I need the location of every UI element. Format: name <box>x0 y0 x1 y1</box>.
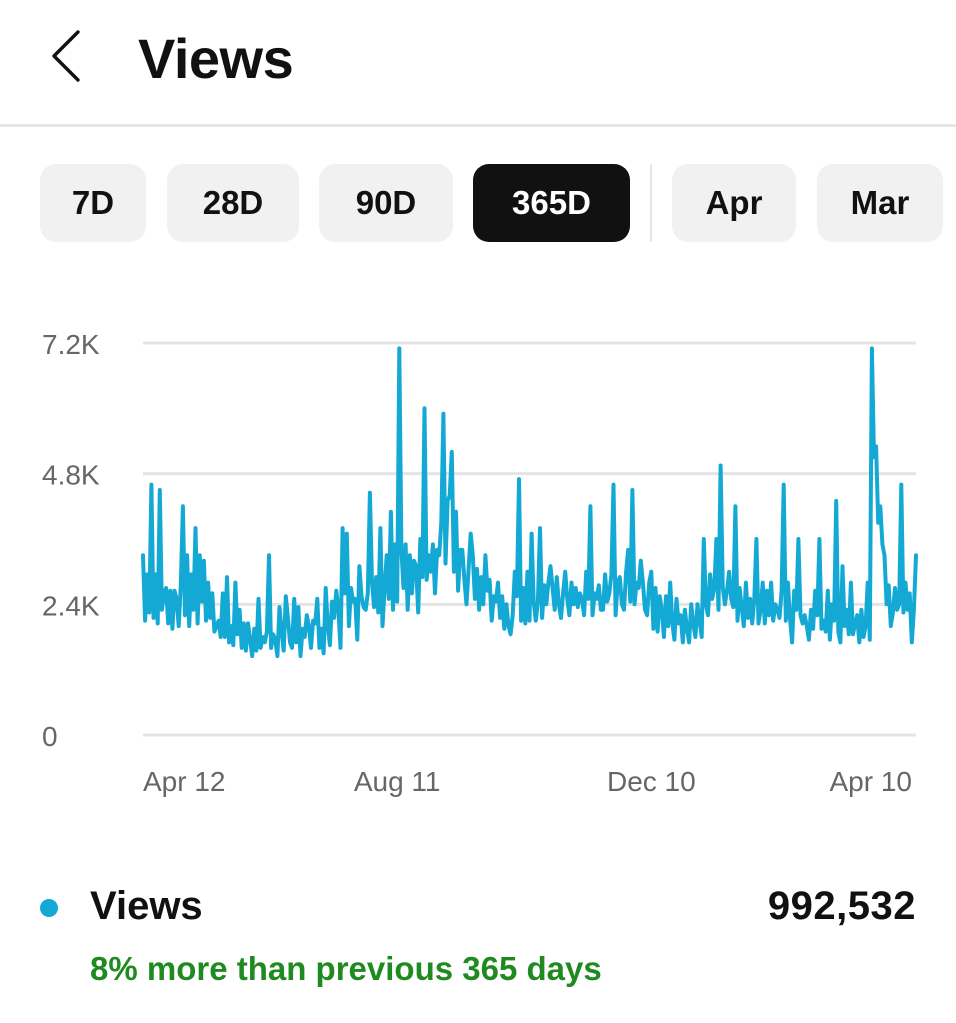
legend-dot <box>40 899 58 917</box>
x-tick-label: Aug 11 <box>354 766 441 797</box>
filter-28d[interactable]: 28D <box>167 164 299 242</box>
filter-divider <box>650 164 652 242</box>
x-tick-label: Apr 12 <box>143 766 226 797</box>
views-line-chart: 0 2.4K 4.8K 7.2K Apr 12 Aug 11 Dec 10 Apr 10 <box>42 329 918 797</box>
legend-label: Views <box>90 884 203 928</box>
date-range-filters: 7D 28D 90D 365D Apr Mar <box>0 164 956 244</box>
chevron-left-icon <box>52 30 80 82</box>
y-tick-label: 0 <box>42 721 58 752</box>
filter-mar[interactable]: Mar <box>817 164 943 242</box>
y-tick-label: 7.2K <box>42 329 100 360</box>
views-chart: 0 2.4K 4.8K 7.2K Apr 12 Aug 11 Dec 10 Apr 10 <box>0 300 956 820</box>
series-line-views <box>141 346 918 659</box>
filter-365d[interactable]: 365D <box>473 164 630 242</box>
x-tick-label: Dec 10 <box>607 766 696 797</box>
x-tick-label: Apr 10 <box>830 766 913 797</box>
y-tick-label: 4.8K <box>42 460 100 491</box>
views-total: 992,532 <box>767 884 916 928</box>
header: Views <box>0 0 956 127</box>
y-tick-label: 2.4K <box>42 590 100 621</box>
views-change: 8% more than previous 365 days <box>90 950 602 987</box>
filter-apr[interactable]: Apr <box>672 164 796 242</box>
filter-90d[interactable]: 90D <box>319 164 453 242</box>
page-title: Views <box>138 27 294 90</box>
filter-7d[interactable]: 7D <box>40 164 146 242</box>
back-button[interactable] <box>40 24 100 88</box>
